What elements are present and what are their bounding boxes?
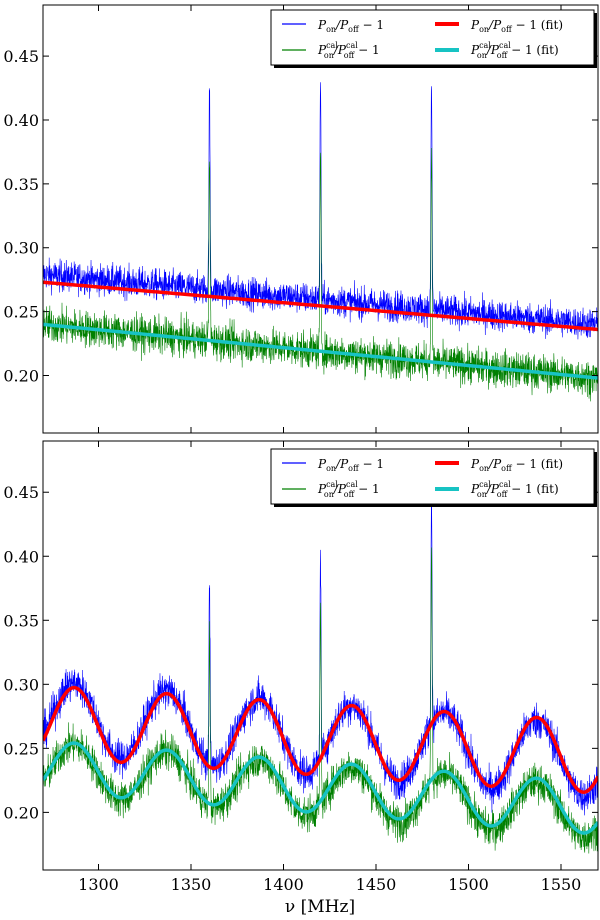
y-tick-label: 0.20 xyxy=(3,367,39,386)
top-legend-label-cal-fit: Pcal on/Pcal off − 1 (fit) xyxy=(470,41,559,60)
bottom-x-axis: 1300 1350 1400 1450 1500 1550 xyxy=(78,441,581,894)
x-tick-label: 1500 xyxy=(448,875,489,894)
bottom-legend-label-cal: Pcal on/Pcal off − 1 xyxy=(317,480,380,499)
x-tick-label: 1550 xyxy=(541,875,582,894)
top-series-cal-fit xyxy=(43,322,598,380)
y-tick-label: 0.30 xyxy=(3,675,39,694)
x-tick-label: 1300 xyxy=(78,875,119,894)
y-tick-label: 0.35 xyxy=(3,175,39,194)
top-series-on-off xyxy=(43,82,598,340)
y-tick-label: 0.25 xyxy=(3,739,39,758)
bottom-series-cal-fit xyxy=(43,741,598,835)
y-tick-label: 0.35 xyxy=(3,611,39,630)
y-tick-label: 0.45 xyxy=(3,47,39,66)
top-legend: Pon/Poff − 1 Pcal on/Pcal off − 1 Pon/Poff… xyxy=(270,9,597,68)
x-axis-label: ν [MHz] xyxy=(285,897,355,917)
bottom-series-on-off xyxy=(43,482,598,816)
top-legend-label-on-off-fit: Pon/Poff − 1 (fit) xyxy=(470,18,563,34)
y-tick-label: 0.20 xyxy=(3,803,39,822)
x-tick-label: 1450 xyxy=(356,875,397,894)
bottom-y-axis: 0.20 0.25 0.30 0.35 0.40 0.45 xyxy=(3,483,598,822)
top-legend-box xyxy=(270,9,595,66)
bottom-legend-label-cal-fit: Pcal on/Pcal off − 1 (fit) xyxy=(470,480,559,499)
y-tick-label: 0.30 xyxy=(3,239,39,258)
x-tick-label: 1350 xyxy=(171,875,212,894)
bottom-plot-lines xyxy=(43,482,598,854)
bottom-legend: Pon/Poff − 1 Pcal on/Pcal off − 1 Pon/Poff… xyxy=(270,448,597,507)
top-axes-frame xyxy=(42,4,599,434)
y-tick-label: 0.25 xyxy=(3,303,39,322)
bottom-panel: 0.20 0.25 0.30 0.35 0.40 0.45 1300 1350 1400 145… xyxy=(3,440,599,894)
top-legend-label-cal: Pcal on/Pcal off − 1 xyxy=(317,41,380,60)
x-tick-label: 1400 xyxy=(263,875,304,894)
top-series-on-off-fit xyxy=(43,280,598,332)
y-tick-label: 0.40 xyxy=(3,547,39,566)
bottom-axes-frame xyxy=(42,440,599,871)
bottom-series-on-off-fit xyxy=(43,685,598,794)
bottom-legend-box xyxy=(270,448,595,505)
bottom-series-cal xyxy=(43,547,598,854)
y-tick-label: 0.40 xyxy=(3,111,39,130)
top-panel: 0.20 0.25 0.30 0.35 0.40 0.45 Pon/Poff − 1 Pc… xyxy=(3,4,599,434)
top-series-cal xyxy=(43,147,598,402)
top-y-axis: 0.20 0.25 0.30 0.35 0.40 0.45 xyxy=(3,47,598,386)
y-tick-label: 0.45 xyxy=(3,483,39,502)
top-x-axis xyxy=(98,5,562,433)
top-plot-lines xyxy=(43,82,598,402)
bottom-legend-label-on-off-fit: Pon/Poff − 1 (fit) xyxy=(470,457,563,473)
